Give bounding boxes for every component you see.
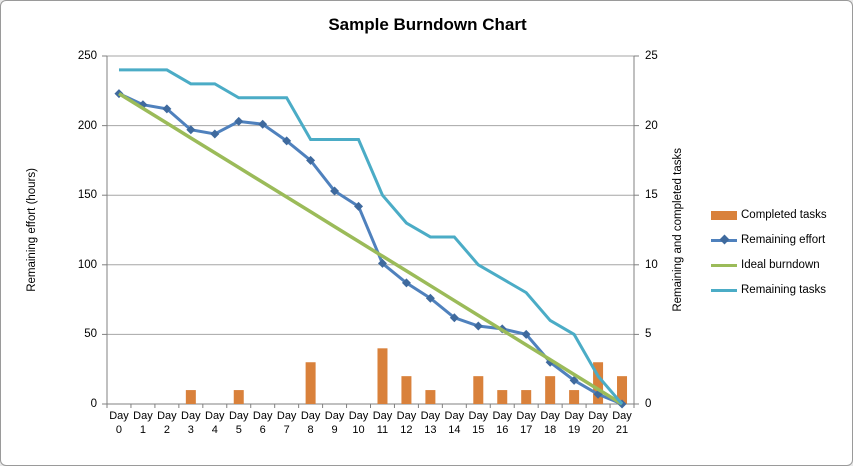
y-left-tick: 150 <box>77 189 97 202</box>
remaining-effort-marker <box>377 258 387 268</box>
y-left-tick: 50 <box>84 328 97 341</box>
x-category-label: Day 18 <box>540 410 560 436</box>
x-category-label: Day 10 <box>348 410 369 436</box>
remaining-effort-marker <box>425 293 435 303</box>
y-right-tick: 25 <box>645 50 658 62</box>
plot-area <box>102 55 639 409</box>
x-category-label: Day 8 <box>300 410 321 436</box>
legend-label: Completed tasks <box>741 209 827 221</box>
x-category-label: Day 0 <box>109 410 129 436</box>
bar-completed-tasks <box>377 348 388 404</box>
bar-completed-tasks <box>497 390 508 404</box>
x-category-label: Day 13 <box>420 410 441 436</box>
legend-label: Ideal burndown <box>741 259 820 271</box>
remaining-effort-marker <box>282 136 292 146</box>
remaining-tasks-line <box>118 68 624 405</box>
remaining-effort-marker <box>186 125 196 135</box>
bar-completed-tasks <box>425 390 436 404</box>
legend-diamond-marker-icon <box>719 234 730 244</box>
x-category-label: Day 11 <box>372 410 393 436</box>
x-category-label: Day 7 <box>276 410 297 436</box>
x-category-label: Day 16 <box>492 410 513 436</box>
bar-completed-tasks <box>473 376 484 404</box>
x-category-label: Day 12 <box>396 410 417 436</box>
legend-item-ideal-burndown: Ideal burndown <box>711 257 827 273</box>
remaining-effort-marker <box>569 375 579 385</box>
remaining-effort-marker <box>162 104 172 114</box>
x-category-label: Day 4 <box>205 410 225 436</box>
remaining-effort-marker <box>449 313 459 323</box>
x-category-label: Day 9 <box>324 410 345 436</box>
x-category-label: Day 17 <box>516 410 536 436</box>
bar-completed-tasks <box>305 362 316 404</box>
y-left-tick: 250 <box>77 50 97 62</box>
y-right-tick: 20 <box>645 119 658 132</box>
x-category-label: Day 6 <box>252 410 273 436</box>
legend-line-swatch <box>711 234 737 244</box>
legend: Completed tasks Remaining effort Ideal bur… <box>711 207 827 307</box>
remaining-effort-marker <box>234 116 244 126</box>
x-category-label: Day 19 <box>564 410 584 436</box>
bar-completed-tasks <box>233 390 244 404</box>
legend-bar-swatch <box>711 210 737 220</box>
y-left-tick: 100 <box>77 258 97 271</box>
remaining-effort-marker <box>521 329 531 339</box>
remaining-effort-marker <box>210 129 220 139</box>
legend-item-remaining-effort: Remaining effort <box>711 232 827 248</box>
x-category-label: Day 1 <box>133 410 153 436</box>
remaining-effort-marker <box>401 278 411 288</box>
remaining-effort-marker <box>354 201 364 211</box>
y-right-tick: 15 <box>645 189 658 202</box>
y-right-tick: 5 <box>645 328 652 341</box>
x-category-label: Day 21 <box>612 410 632 436</box>
legend-item-remaining-tasks: Remaining tasks <box>711 282 827 298</box>
bar-completed-tasks <box>593 362 604 404</box>
x-category-label: Day 14 <box>444 410 465 436</box>
y-left-tick: 200 <box>77 119 97 132</box>
bar-completed-tasks <box>185 390 196 404</box>
x-category-label: Day 5 <box>228 410 249 436</box>
bar-completed-tasks <box>569 390 580 404</box>
y-left-tick: 0 <box>90 398 97 410</box>
remaining-effort-marker <box>258 119 268 129</box>
legend-item-completed-tasks: Completed tasks <box>711 207 827 223</box>
chart-title: Sample Burndown Chart <box>328 15 527 34</box>
x-category-label: Day 3 <box>181 410 201 436</box>
remaining-effort-marker <box>473 321 483 331</box>
remaining-effort-marker <box>138 100 148 110</box>
remaining-effort-marker <box>306 155 316 165</box>
y-right-tick: 0 <box>645 398 652 410</box>
remaining-effort-line <box>118 92 623 406</box>
bar-completed-tasks <box>545 376 556 404</box>
y-right-tick: 10 <box>645 258 658 271</box>
left-axis-title-box: Remaining effort (hours) <box>23 56 41 404</box>
legend-line-swatch <box>711 288 737 292</box>
right-axis-title-box: Remaining and completed tasks <box>669 56 687 404</box>
right-axis-title: Remaining and completed tasks <box>672 148 684 312</box>
remaining-effort-marker <box>330 186 340 196</box>
legend-label: Remaining effort <box>741 234 826 246</box>
bar-completed-tasks <box>401 376 412 404</box>
bar-completed-tasks <box>521 390 532 404</box>
bar-completed-tasks <box>617 376 628 404</box>
left-axis-title: Remaining effort (hours) <box>26 168 38 292</box>
x-category-label: Day 20 <box>588 410 608 436</box>
legend-line-swatch <box>711 263 737 267</box>
ideal-burndown-line <box>118 92 623 406</box>
x-category-label: Day 15 <box>468 410 489 436</box>
legend-label: Remaining tasks <box>741 284 827 296</box>
x-category-label: Day 2 <box>157 410 177 436</box>
